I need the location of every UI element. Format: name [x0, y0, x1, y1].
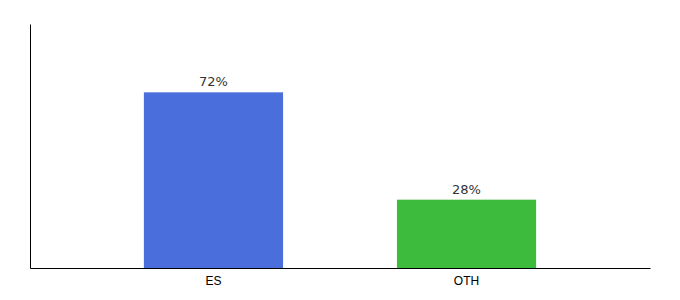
x-axis: ES OTH — [31, 269, 651, 288]
y-axis — [30, 25, 31, 269]
data-label: 28% — [452, 182, 481, 197]
x-tick-label: ES — [205, 274, 221, 288]
chart: ES OTH 72% 28% — [0, 0, 680, 300]
data-label: 72% — [199, 74, 228, 89]
bar — [397, 200, 536, 268]
x-axis-line — [31, 268, 651, 269]
x-tick: ES — [205, 274, 221, 288]
bars — [144, 92, 536, 268]
plot: ES OTH 72% 28% — [31, 25, 651, 288]
y-axis-line — [30, 25, 31, 269]
x-tick: OTH — [454, 274, 479, 288]
x-tick-label: OTH — [454, 274, 479, 288]
data-labels: 72% 28% — [199, 74, 481, 196]
bar — [144, 92, 283, 268]
